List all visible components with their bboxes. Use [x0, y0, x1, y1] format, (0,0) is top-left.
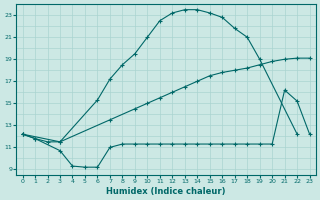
X-axis label: Humidex (Indice chaleur): Humidex (Indice chaleur) [106, 187, 226, 196]
